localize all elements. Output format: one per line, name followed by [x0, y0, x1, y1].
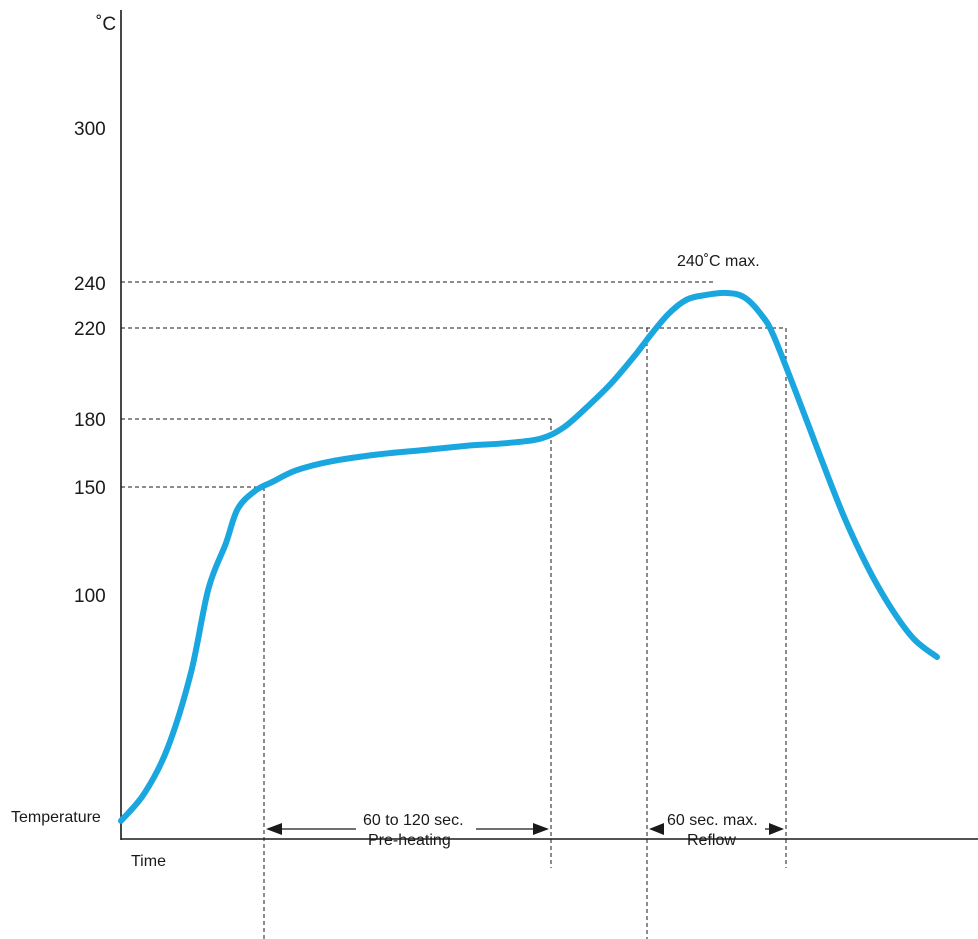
reflow-label: Reflow — [687, 832, 736, 849]
peak-temperature-label: 240˚C max. — [677, 253, 760, 270]
y-tick-240: 240 — [74, 274, 106, 295]
preheat-time-label: 60 to 120 sec. — [363, 812, 464, 829]
x-axis-title: Time — [131, 853, 166, 870]
y-tick-300: 300 — [74, 119, 106, 140]
y-axis-title: Temperature — [11, 809, 101, 826]
preheat-arrowhead-right — [533, 823, 549, 835]
temperature-profile-curve — [118, 289, 940, 824]
reflow-arrowhead-left — [649, 823, 664, 835]
reflow-arrowhead-right — [769, 823, 784, 835]
y-unit-label: ˚C — [96, 14, 116, 35]
y-tick-100: 100 — [74, 586, 106, 607]
preheat-label: Pre-heating — [368, 832, 451, 849]
y-tick-150: 150 — [74, 478, 106, 499]
preheat-arrowhead-left — [266, 823, 282, 835]
y-tick-180: 180 — [74, 410, 106, 431]
reflow-time-label: 60 sec. max. — [667, 812, 758, 829]
y-tick-220: 220 — [74, 319, 106, 340]
